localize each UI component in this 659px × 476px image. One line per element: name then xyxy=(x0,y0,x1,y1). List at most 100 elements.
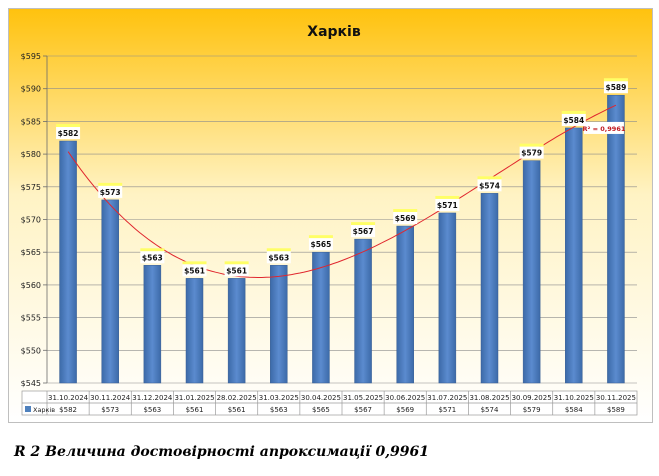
table-value: $565 xyxy=(312,406,330,414)
data-label-box xyxy=(561,113,586,126)
data-labels: $582 $573 $563 $561 $561 $563 $565 $567 $569 $571… xyxy=(56,78,628,277)
bar xyxy=(480,193,499,384)
legend-swatch xyxy=(25,406,31,412)
data-label: $582 xyxy=(58,129,79,138)
y-tick-label: $575 xyxy=(21,183,41,192)
table-value: $567 xyxy=(354,406,372,414)
data-label: $569 xyxy=(395,214,416,223)
bar xyxy=(354,238,372,384)
data-label: $563 xyxy=(268,253,289,262)
bar xyxy=(227,278,246,384)
table-value: $582 xyxy=(59,406,77,414)
bar xyxy=(438,212,457,384)
y-tick-label: $565 xyxy=(21,248,41,257)
bar xyxy=(143,265,162,384)
data-label-highlight xyxy=(182,261,207,265)
table-value: $561 xyxy=(228,406,246,414)
r2-label: R² = 0,9961 xyxy=(582,125,625,133)
x-category-label: 31.08.2025 xyxy=(469,394,509,402)
table-value: $573 xyxy=(101,406,119,414)
data-label-highlight xyxy=(561,110,586,114)
data-label: $561 xyxy=(184,266,205,275)
bar xyxy=(101,199,119,384)
bar-series xyxy=(59,94,625,384)
data-label: $573 xyxy=(100,188,121,197)
data-label-box xyxy=(477,179,502,192)
data-label-highlight xyxy=(98,182,123,186)
x-category-label: 31.01.2025 xyxy=(174,394,214,402)
bar xyxy=(607,94,625,384)
table-value: $561 xyxy=(186,406,204,414)
data-label-highlight xyxy=(308,235,333,239)
bar xyxy=(59,140,77,384)
data-label-highlight xyxy=(224,261,249,265)
data-label-highlight xyxy=(56,124,81,128)
x-category-label: 30.06.2025 xyxy=(385,394,425,402)
table-value: $571 xyxy=(438,406,456,414)
x-category-label: 31.10.2024 xyxy=(48,394,89,402)
data-label-box xyxy=(351,225,376,238)
data-label: $563 xyxy=(142,253,163,262)
data-label-box xyxy=(519,146,544,159)
table-value: $579 xyxy=(523,406,541,414)
data-table: Харків 31.10.2024 $582 30.11.2024 $573 31.12.… xyxy=(21,390,638,416)
data-label-box xyxy=(224,264,249,277)
table-value: $574 xyxy=(481,406,499,414)
data-label: $567 xyxy=(353,227,374,236)
bar xyxy=(396,225,414,384)
data-label: $584 xyxy=(563,116,584,125)
data-label-box xyxy=(140,251,165,264)
x-category-label: 28.02.2025 xyxy=(217,394,257,402)
r2-label-box xyxy=(583,121,624,134)
data-label-box xyxy=(266,251,291,264)
data-label-box xyxy=(308,238,333,251)
bar xyxy=(522,160,541,384)
chart-title: Харків xyxy=(307,24,361,40)
data-label-highlight xyxy=(266,248,291,252)
data-label-highlight xyxy=(393,209,418,213)
data-label-box xyxy=(393,212,418,225)
chart-frame xyxy=(8,8,653,423)
data-label-highlight xyxy=(351,222,376,226)
x-category-label: 31.05.2025 xyxy=(343,394,383,402)
figure-caption: R 2 Величина достовірності апроксимації … xyxy=(14,444,430,460)
y-axis: $545 $550 $555 $560 $565 $570 $575 $580 $585 $590… xyxy=(21,52,48,388)
y-tick-label: $550 xyxy=(21,346,41,355)
legend-label: Харків xyxy=(33,406,55,414)
data-label: $571 xyxy=(437,201,458,210)
y-tick-label: $570 xyxy=(21,216,41,225)
data-label-highlight xyxy=(435,195,460,199)
data-label-box xyxy=(98,185,123,198)
x-category-label: 30.09.2025 xyxy=(512,394,552,402)
data-label: $574 xyxy=(479,181,500,190)
y-tick-label: $545 xyxy=(21,379,41,388)
bar xyxy=(312,251,330,384)
data-label-box xyxy=(435,198,460,211)
data-label: $565 xyxy=(310,240,331,249)
data-label-box xyxy=(603,81,628,94)
x-category-label: 31.07.2025 xyxy=(427,394,467,402)
x-category-label: 31.12.2024 xyxy=(132,394,173,402)
table-value: $569 xyxy=(396,406,414,414)
data-label-highlight xyxy=(477,176,502,180)
table-value: $563 xyxy=(270,406,288,414)
data-label: $579 xyxy=(521,149,542,158)
x-category-label: 30.04.2025 xyxy=(301,394,341,402)
x-category-label: 30.11.2024 xyxy=(90,394,131,402)
bar xyxy=(185,278,204,384)
y-tick-label: $585 xyxy=(21,117,41,126)
data-label-highlight xyxy=(603,78,628,82)
y-tick-label: $580 xyxy=(21,150,41,159)
table-value: $584 xyxy=(565,406,583,414)
data-label-box xyxy=(56,127,81,140)
data-label-highlight xyxy=(140,248,165,252)
data-label-box xyxy=(182,264,207,277)
data-label: $589 xyxy=(605,83,626,92)
y-tick-label: $590 xyxy=(21,85,41,94)
data-label: $561 xyxy=(226,266,247,275)
x-category-label: 31.03.2025 xyxy=(259,394,299,402)
y-tick-label: $560 xyxy=(21,281,41,290)
table-value: $589 xyxy=(607,406,625,414)
x-category-label: 31.10.2025 xyxy=(554,394,594,402)
